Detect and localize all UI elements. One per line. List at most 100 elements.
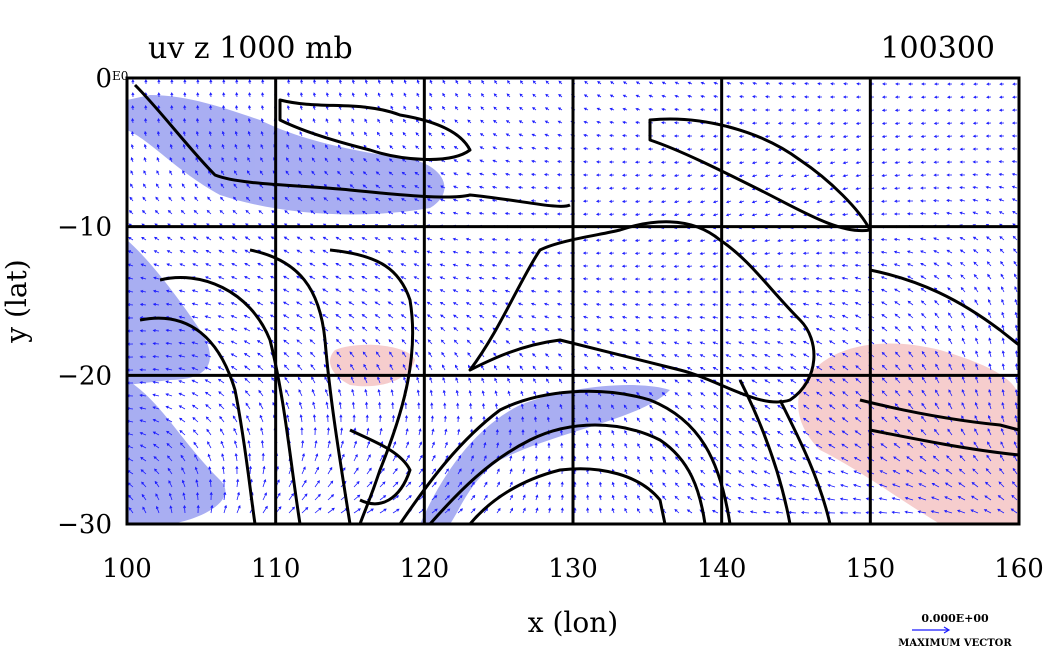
wind-vector <box>139 381 147 385</box>
wind-vector <box>971 481 979 488</box>
wind-vector <box>583 133 589 137</box>
wind-vector <box>204 354 212 358</box>
wind-vector <box>699 341 706 345</box>
wind-vector <box>403 92 407 98</box>
wind-vector <box>247 157 251 163</box>
wind-vector <box>351 79 355 85</box>
wind-vector <box>751 174 758 178</box>
wind-vector <box>509 494 513 501</box>
wind-vector <box>196 117 200 124</box>
wind-vector <box>921 82 926 86</box>
wind-vector <box>725 239 732 243</box>
wind-vector <box>988 402 992 410</box>
wind-vector <box>260 117 264 124</box>
wind-vector <box>919 212 927 216</box>
wind-vector <box>648 107 654 111</box>
wind-vector <box>165 380 173 384</box>
wind-vector <box>751 277 758 281</box>
wind-vector <box>648 341 654 345</box>
wind-vector <box>558 378 563 384</box>
wind-vector <box>361 263 368 267</box>
wind-vector <box>169 130 173 137</box>
wind-vector <box>152 443 160 449</box>
wind-vector <box>725 341 732 345</box>
wind-vector <box>230 302 238 306</box>
wind-vector <box>712 366 719 371</box>
wind-vector <box>700 392 706 397</box>
wind-vector <box>840 457 849 462</box>
wind-vector <box>738 174 745 178</box>
wind-vector <box>379 427 383 436</box>
wind-vector <box>947 299 953 306</box>
wind-vector <box>492 133 498 137</box>
wind-vector <box>232 209 238 215</box>
wind-vector <box>852 511 862 515</box>
wind-vector <box>374 237 381 241</box>
wind-vector <box>686 277 693 281</box>
wind-vector <box>167 455 173 462</box>
wind-vector <box>231 263 238 267</box>
wind-vector <box>297 376 303 384</box>
wind-vector <box>595 238 602 242</box>
wind-vector <box>975 363 979 371</box>
wind-vector <box>906 250 914 254</box>
wind-vector <box>803 174 810 178</box>
wind-vector <box>556 238 562 242</box>
wind-vector <box>314 453 319 462</box>
wind-vector <box>881 147 888 152</box>
wind-vector <box>907 429 914 436</box>
wind-vector <box>985 198 992 202</box>
wind-vector <box>413 237 420 241</box>
wind-vector <box>738 187 745 191</box>
wind-vector <box>881 377 888 384</box>
wind-vector <box>803 134 810 138</box>
wind-vector <box>634 147 640 151</box>
wind-vector <box>961 350 966 358</box>
wind-vector <box>544 315 550 319</box>
wind-vector <box>402 351 407 358</box>
wind-vector <box>920 442 927 449</box>
wind-vector <box>974 299 979 306</box>
wind-vector <box>765 82 771 85</box>
wind-vector <box>204 289 212 293</box>
wind-vector <box>842 95 848 99</box>
wind-vector <box>244 365 251 371</box>
wind-vector <box>634 264 641 268</box>
wind-vector <box>959 147 966 151</box>
wind-vector <box>959 249 966 254</box>
wind-vector <box>491 198 498 202</box>
wind-vector <box>351 388 355 397</box>
wind-vector <box>180 209 186 215</box>
wind-vector <box>205 250 212 254</box>
wind-vector <box>482 428 486 436</box>
wind-vector <box>699 213 706 217</box>
wind-vector <box>932 455 940 462</box>
wind-vector <box>246 170 251 176</box>
wind-vector <box>815 444 823 449</box>
wind-vector <box>595 277 602 281</box>
wind-vector <box>478 198 485 202</box>
wind-vector <box>170 92 174 98</box>
wind-vector <box>556 186 563 190</box>
wind-vector <box>557 328 563 332</box>
wind-vector <box>700 81 706 85</box>
wind-vector <box>973 82 979 86</box>
wind-vector <box>972 134 979 138</box>
wind-vector <box>545 80 550 85</box>
wind-vector <box>532 353 537 358</box>
wind-vector <box>457 455 461 462</box>
wind-vector <box>204 379 212 384</box>
wind-vector <box>284 196 290 202</box>
wind-vector <box>894 134 901 138</box>
wind-vector <box>262 492 267 501</box>
wind-vector <box>750 290 758 294</box>
wind-vector <box>244 249 251 254</box>
wind-vector <box>935 350 940 358</box>
wind-vector <box>610 379 615 384</box>
wind-vector <box>374 301 381 306</box>
wind-vector <box>505 133 511 137</box>
wind-vector <box>598 429 602 436</box>
wind-vector <box>243 327 251 332</box>
wind-vector <box>999 467 1005 475</box>
wind-vector <box>609 107 615 111</box>
